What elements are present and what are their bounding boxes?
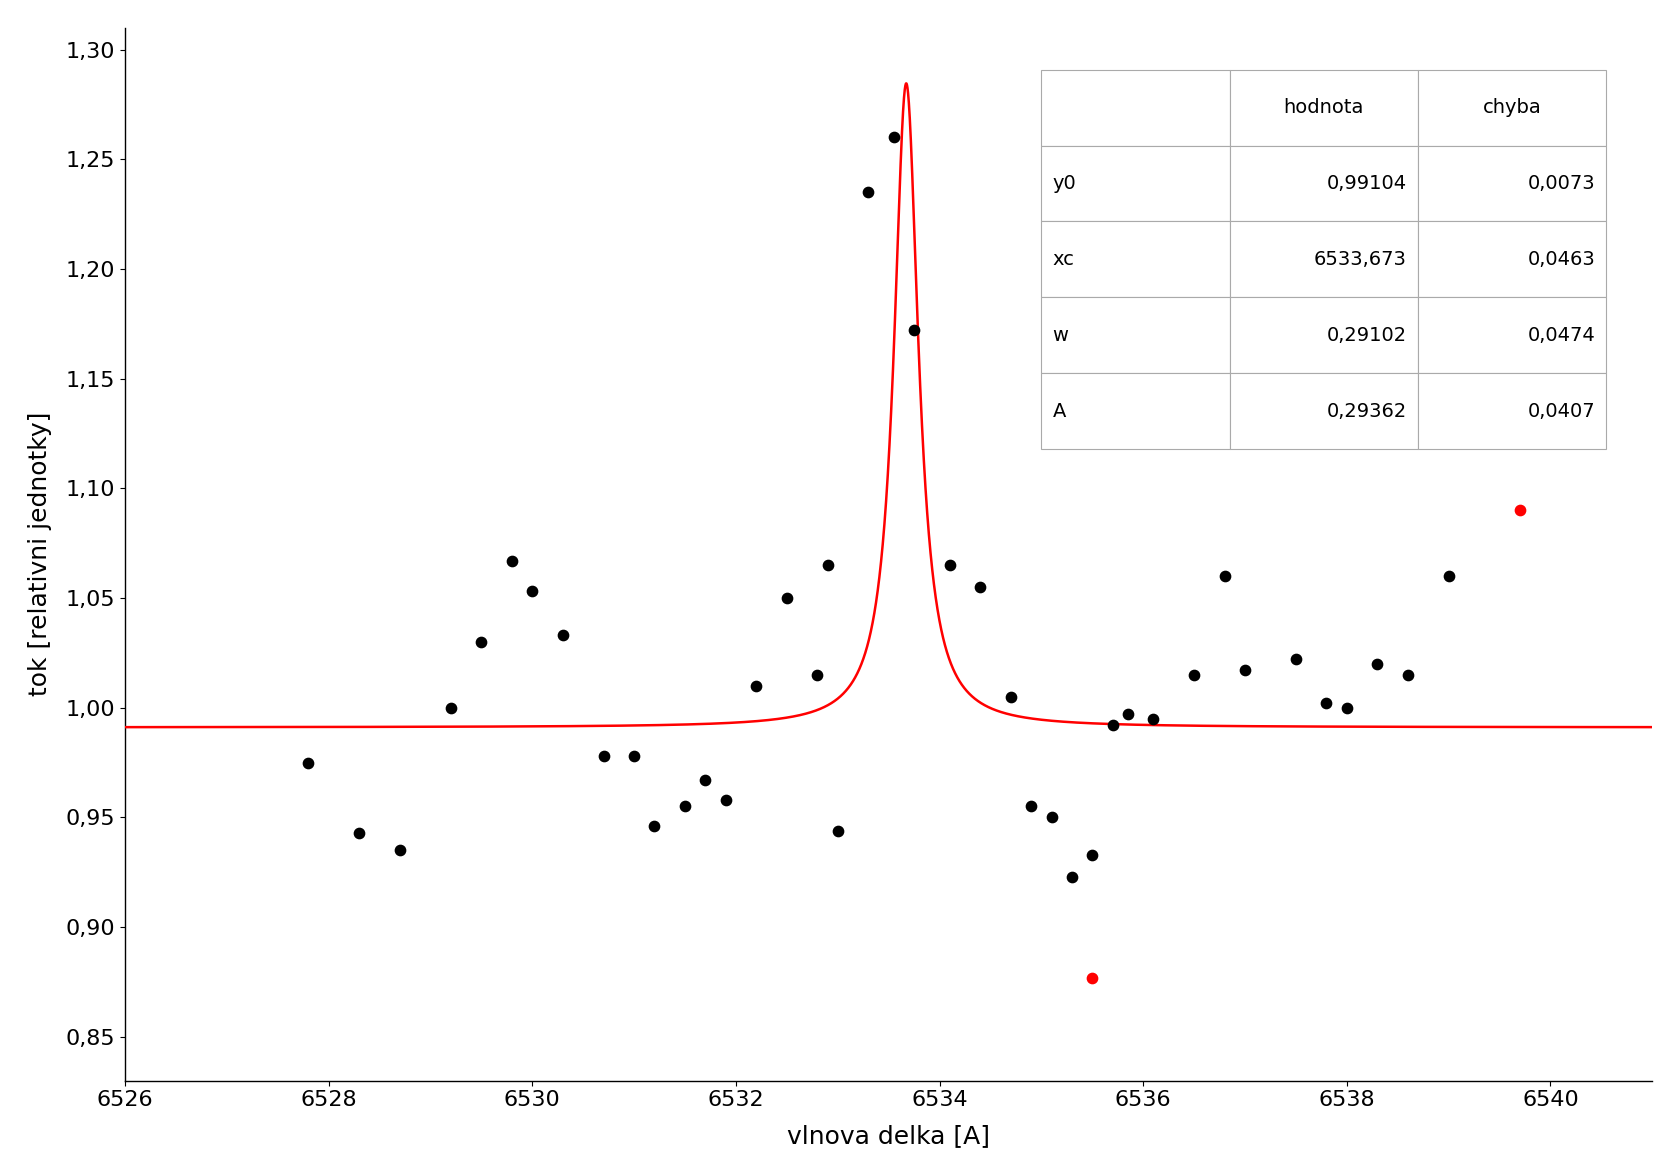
Point xyxy=(855,183,882,202)
Point xyxy=(386,841,413,860)
Point xyxy=(469,633,496,652)
Point xyxy=(519,582,546,601)
Y-axis label: tok [relativni jednotky]: tok [relativni jednotky] xyxy=(29,412,52,696)
Point xyxy=(1181,666,1208,684)
Point xyxy=(590,747,617,766)
Point xyxy=(900,321,927,340)
Point xyxy=(773,589,800,608)
Point xyxy=(620,747,647,766)
Point xyxy=(1038,808,1065,827)
Point xyxy=(549,626,576,644)
Point xyxy=(346,823,373,842)
Point xyxy=(936,556,963,575)
Point xyxy=(1394,666,1421,684)
Point xyxy=(672,797,699,816)
Point xyxy=(712,790,739,809)
Point xyxy=(437,699,464,717)
X-axis label: vlnova delka [A]: vlnova delka [A] xyxy=(788,1124,990,1148)
Point xyxy=(1507,501,1534,520)
Point xyxy=(1231,661,1258,680)
Point xyxy=(1435,567,1462,586)
Point xyxy=(815,556,842,575)
Point xyxy=(499,552,526,570)
Point xyxy=(743,676,769,695)
Point xyxy=(1079,846,1105,864)
Point xyxy=(1334,699,1361,717)
Point xyxy=(692,770,719,789)
Point xyxy=(966,577,993,596)
Point xyxy=(1018,797,1045,816)
Point xyxy=(1364,655,1391,674)
Point xyxy=(642,817,669,836)
Point xyxy=(998,687,1025,706)
Point xyxy=(1314,694,1341,713)
Point xyxy=(1211,567,1238,586)
Point xyxy=(880,128,907,147)
Point xyxy=(1282,650,1309,669)
Point xyxy=(1114,704,1141,723)
Point xyxy=(1141,709,1168,728)
Point xyxy=(1079,968,1105,987)
Point xyxy=(1099,716,1126,735)
Point xyxy=(1058,867,1085,886)
Point xyxy=(825,821,852,840)
Point xyxy=(294,753,321,771)
Point xyxy=(805,666,832,684)
